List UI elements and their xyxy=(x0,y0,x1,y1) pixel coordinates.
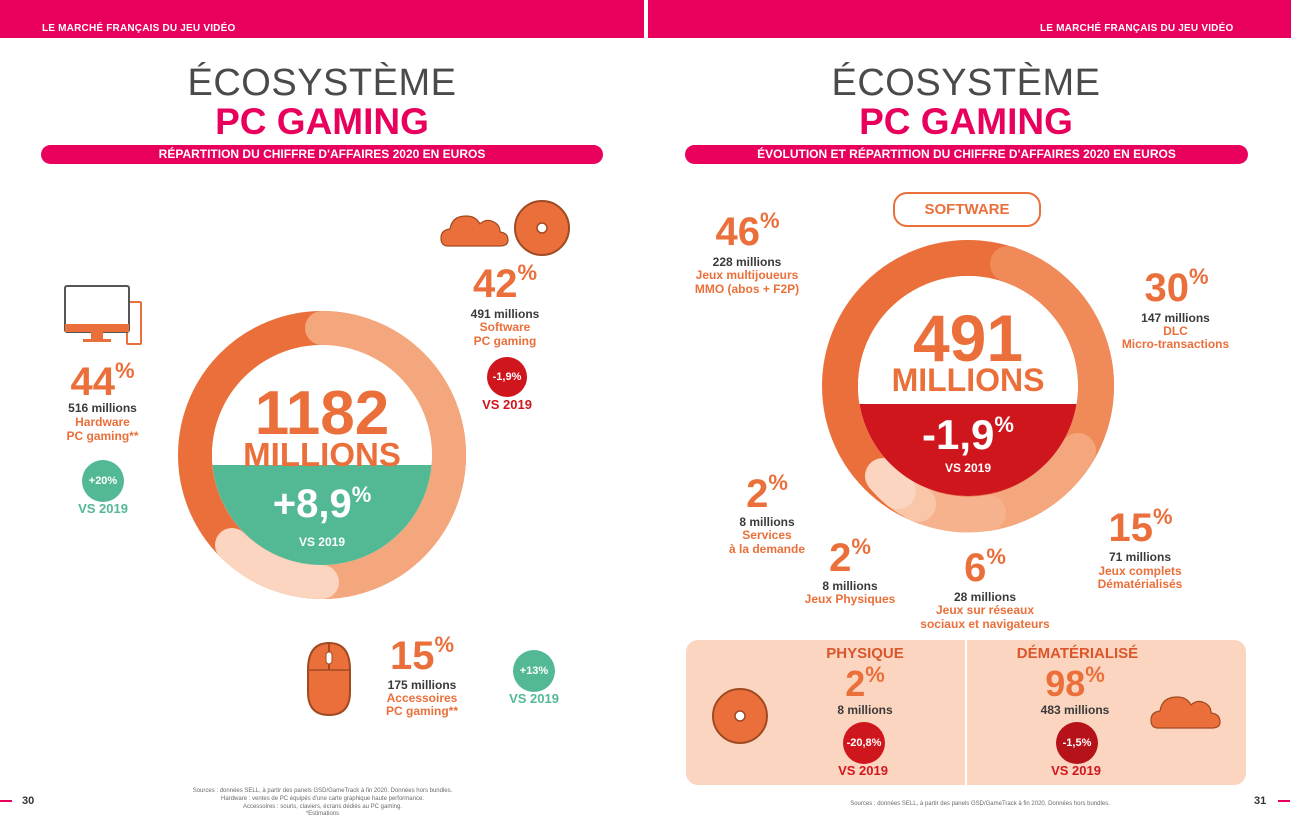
accessoires-label-2: PC gaming** xyxy=(385,704,458,718)
reseaux-label-2: sociaux et navigateurs xyxy=(920,617,1050,631)
cloud-icon xyxy=(1150,696,1221,729)
dlc-label-2: Micro-transactions xyxy=(1121,337,1230,351)
physique-change-badge: -20,8% xyxy=(843,722,885,764)
services-amount: 8 millions xyxy=(739,515,795,529)
right-sources: Sources : données SELL, à partir des pan… xyxy=(850,801,1110,807)
accessoires-amount: 175 millions xyxy=(387,678,457,692)
reseaux-amount: 28 millions xyxy=(953,590,1017,604)
panel-divider xyxy=(965,640,967,785)
jeux-complets-label-1: Jeux complets xyxy=(1098,564,1182,578)
right-donut-chart xyxy=(822,240,1114,533)
dematerialise-title: DÉMATÉRIALISÉ xyxy=(1016,645,1139,662)
left-sources: Sources : données SELL, à partir des pan… xyxy=(192,788,453,818)
software-percent: 42% xyxy=(472,260,538,306)
dematerialise-change-badge: -1,5% xyxy=(1056,722,1098,764)
accessoires-label-1: Accessoires xyxy=(386,691,458,705)
donut-segment-accessoires xyxy=(215,528,339,600)
physique-percent: 2% xyxy=(845,662,885,704)
mmo-label-1: Jeux multijoueurs xyxy=(695,268,799,282)
disc-icon xyxy=(712,688,768,744)
reseaux-label-1: Jeux sur réseaux xyxy=(935,603,1035,617)
donut-segment-software xyxy=(305,311,466,599)
jeux-complets-amount: 71 millions xyxy=(1108,550,1172,564)
software-label-box: SOFTWARE xyxy=(893,192,1041,227)
right-page-number: 31 xyxy=(1254,795,1267,807)
services-label-2: à la demande xyxy=(728,542,806,556)
software-change-badge: -1,9% xyxy=(487,357,527,397)
accessoires-vs: VS 2019 xyxy=(509,691,559,706)
left-total-change: +8,9% xyxy=(272,482,372,526)
services-label-1: Services xyxy=(742,528,792,542)
right-total-vs: VS 2019 xyxy=(944,461,992,475)
left-running-header: LE MARCHÉ FRANÇAIS DU JEU VIDÉO xyxy=(42,23,236,34)
right-top-bar xyxy=(648,0,1291,38)
dematerialise-amount: 483 millions xyxy=(1040,703,1110,717)
software-label-2: PC gaming xyxy=(473,334,537,348)
software-vs: VS 2019 xyxy=(482,397,532,412)
left-total-value: 1182 xyxy=(254,379,390,448)
hardware-label-1: Hardware xyxy=(75,415,130,429)
dlc-percent: 30% xyxy=(1144,264,1209,310)
desktop-computer-icon xyxy=(64,285,142,345)
right-running-header: LE MARCHÉ FRANÇAIS DU JEU VIDÉO xyxy=(1040,23,1234,34)
mmo-percent: 46% xyxy=(715,208,780,254)
right-subtitle-pill: ÉVOLUTION ET RÉPARTITION DU CHIFFRE D'AF… xyxy=(685,145,1248,164)
dlc-label-1: DLC xyxy=(1163,324,1188,338)
services-percent: 2% xyxy=(746,470,788,516)
physiques-amount: 8 millions xyxy=(822,579,878,593)
disc-icon xyxy=(514,200,570,256)
reseaux-percent: 6% xyxy=(964,544,1006,590)
dematerialise-vs: VS 2019 xyxy=(1051,763,1101,778)
left-page-number: 30 xyxy=(22,795,35,807)
hardware-label-2: PC gaming** xyxy=(66,429,139,443)
dlc-amount: 147 millions xyxy=(1141,311,1210,325)
physiques-label-1: Jeux Physiques xyxy=(804,592,896,606)
left-title-line1: ÉCOSYSTÈME xyxy=(187,62,457,104)
right-total-unit: MILLIONS xyxy=(891,362,1045,398)
left-donut-chart xyxy=(178,311,466,600)
physiques-percent: 2% xyxy=(829,534,871,580)
hardware-percent: 44% xyxy=(70,358,135,404)
right-title-line1: ÉCOSYSTÈME xyxy=(831,62,1101,104)
right-title-line2: PC GAMING xyxy=(859,101,1073,142)
hardware-vs: VS 2019 xyxy=(78,501,128,516)
physique-vs: VS 2019 xyxy=(838,763,888,778)
jeux-complets-label-2: Dématérialisés xyxy=(1097,577,1183,591)
software-label-1: Software xyxy=(479,320,531,334)
left-total-vs: VS 2019 xyxy=(298,535,346,549)
software-amount: 491 millions xyxy=(470,307,540,321)
mmo-amount: 228 millions xyxy=(712,255,782,269)
left-top-bar xyxy=(0,0,644,38)
physique-amount: 8 millions xyxy=(837,703,893,717)
accessoires-change-badge: +13% xyxy=(513,650,555,692)
hardware-amount: 516 millions xyxy=(68,401,137,415)
donut-segment-services xyxy=(865,458,916,509)
right-page-dash xyxy=(1278,800,1290,802)
accessoires-percent: 15% xyxy=(389,632,455,678)
donut-segment-dlc xyxy=(990,246,1114,469)
mouse-icon xyxy=(307,641,351,717)
physique-title: PHYSIQUE xyxy=(826,645,904,662)
right-total-change: -1,9% xyxy=(922,411,1014,458)
jeux-complets-percent: 15% xyxy=(1108,504,1173,550)
left-title-line2: PC GAMING xyxy=(215,101,429,142)
cloud-icon xyxy=(440,215,509,247)
left-total-unit: MILLIONS xyxy=(243,436,401,473)
mmo-label-2: MMO (abos + F2P) xyxy=(694,282,800,296)
hardware-change-badge: +20% xyxy=(82,460,124,502)
right-total-value: 491 xyxy=(912,301,1024,375)
dematerialise-percent: 98% xyxy=(1045,662,1105,704)
left-page-dash xyxy=(0,800,12,802)
left-subtitle-pill: RÉPARTITION DU CHIFFRE D'AFFAIRES 2020 E… xyxy=(41,145,603,164)
